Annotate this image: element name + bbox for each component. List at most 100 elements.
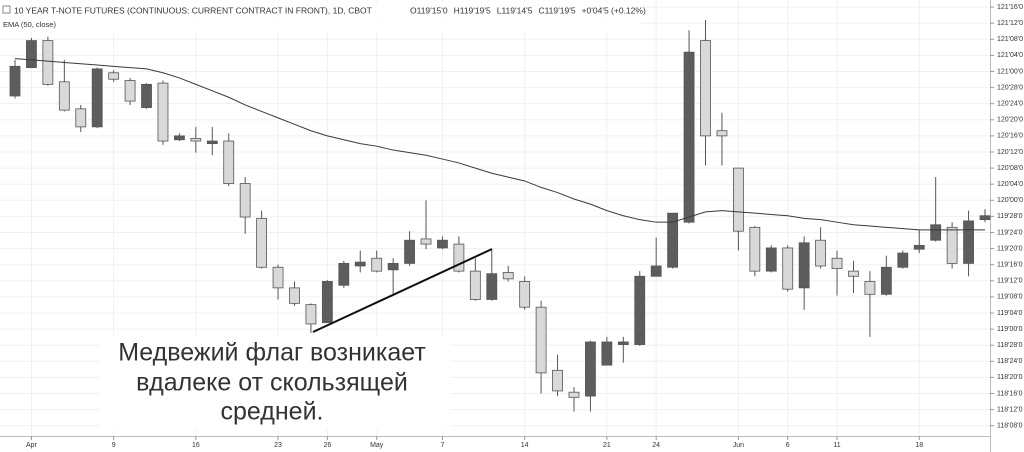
annotation: вдалеке от скользящей — [136, 369, 408, 397]
candle-body — [486, 273, 498, 300]
readout: O119'15'0 H119'19'5 L119'14'5 C119'19'5 +0'0… — [410, 5, 646, 15]
readout-value: L119'14'5 — [497, 5, 533, 15]
candle-body — [58, 81, 70, 111]
y-tick-label: 118'12'0 — [997, 406, 1023, 413]
candle-body — [272, 266, 284, 289]
readout-value: H119'19'5 — [454, 5, 491, 15]
candle-body — [321, 281, 333, 324]
candle-body — [848, 270, 859, 277]
candle-body — [174, 135, 185, 141]
candle-body — [930, 224, 942, 241]
x-tick-label: 9 — [112, 442, 116, 449]
y-tick-label: 120'16'0 — [997, 133, 1023, 140]
y-tick-label: 118'24'0 — [997, 358, 1023, 365]
x-tick-label: 26 — [323, 442, 331, 449]
y-tick-label: 119'08'0 — [997, 294, 1023, 301]
candle-body — [732, 167, 744, 232]
candle-body — [913, 244, 925, 250]
annotation: Медвежий флаг возникает — [118, 339, 426, 367]
candle-body — [223, 140, 235, 184]
candle-body — [963, 220, 974, 264]
candle-body — [26, 40, 37, 69]
x-tick-label: 7 — [441, 442, 445, 449]
x-tick-label: May — [370, 442, 384, 449]
candle-body — [946, 226, 958, 264]
indicator-label: EMA (50, close) — [3, 20, 56, 29]
ema-line — [14, 58, 985, 231]
candle-body — [42, 40, 54, 85]
y-tick-label: 120'24'0 — [997, 101, 1023, 108]
candle-body — [305, 304, 317, 325]
y-tick-label: 119'16'0 — [997, 262, 1023, 269]
y-tick-label: 121'04'0 — [997, 52, 1023, 59]
candle-body — [338, 263, 350, 286]
candle-body — [519, 281, 531, 308]
collapse-icon[interactable] — [2, 5, 11, 14]
y-tick-label: 120'12'0 — [997, 149, 1023, 156]
candle-body — [568, 391, 580, 398]
candle-body — [650, 265, 662, 277]
y-tick-label: 120'20'0 — [997, 117, 1023, 124]
candle-body — [585, 341, 596, 397]
x-tick-label: 11 — [833, 442, 840, 449]
y-tick-label: 121'08'0 — [997, 36, 1023, 43]
candle-body — [831, 257, 843, 269]
candle-body — [700, 40, 711, 137]
candle-body — [9, 65, 21, 97]
candle-body — [404, 239, 415, 264]
y-tick-label: 118'08'0 — [997, 423, 1023, 430]
candle-body — [190, 138, 202, 142]
candle-body — [91, 68, 103, 128]
chart-title: 10 YEAR T-NOTE FUTURES (CONTINUOUS: CURR… — [14, 5, 372, 15]
candle-body — [141, 83, 152, 108]
x-tick-label: 18 — [915, 442, 923, 449]
x-tick-label: Jun — [733, 442, 744, 449]
candle-body — [387, 263, 399, 271]
candle-body — [979, 215, 991, 221]
y-tick-label: 118'20'0 — [997, 374, 1023, 381]
y-tick-label: 120'08'0 — [997, 165, 1023, 172]
candle-body — [108, 72, 120, 80]
candle-body — [371, 257, 383, 272]
readout-value: +0'04'5 (+0.12%) — [582, 5, 646, 15]
x-tick-label: 16 — [192, 442, 200, 449]
y-tick-label: 119'12'0 — [997, 278, 1023, 285]
candle-body — [469, 270, 481, 300]
y-tick-label: 119'00'0 — [997, 326, 1023, 333]
y-tick-label: 121'12'0 — [997, 20, 1023, 27]
y-tick-label: 119'04'0 — [997, 310, 1023, 317]
candle-body — [667, 212, 679, 268]
candle-body — [289, 287, 300, 304]
candle-body — [601, 341, 613, 366]
readout-value: C119'19'5 — [538, 5, 575, 15]
y-tick-label: 119'28'0 — [997, 213, 1023, 220]
x-tick-label: 6 — [786, 442, 790, 449]
candle-body — [256, 217, 268, 268]
candle-body — [239, 183, 251, 218]
candle-body — [420, 238, 432, 245]
readout-value: O119'15'0 — [410, 5, 448, 15]
y-tick-label: 119'20'0 — [997, 245, 1023, 252]
candle-body — [880, 266, 892, 295]
y-tick-label: 121'16'0 — [997, 4, 1023, 11]
candle-body — [206, 140, 218, 145]
y-tick-label: 121'00'0 — [997, 68, 1023, 75]
y-tick-label: 119'24'0 — [997, 229, 1023, 236]
legend-box — [0, 2, 640, 32]
y-tick-label: 120'28'0 — [997, 84, 1023, 91]
candle-body — [124, 80, 136, 102]
x-tick-label: Apr — [26, 442, 38, 449]
candle-body — [502, 272, 514, 280]
candle-body — [437, 239, 448, 249]
x-tick-label: 14 — [521, 442, 529, 449]
y-tick-label: 120'00'0 — [997, 197, 1023, 204]
candle-body — [634, 275, 646, 345]
candle-body — [617, 341, 629, 345]
candle-body — [765, 247, 777, 272]
candle-body — [749, 226, 761, 272]
candle-body — [75, 108, 87, 128]
candle-body — [552, 369, 563, 392]
annotation-box — [100, 336, 450, 430]
candle-body — [157, 82, 169, 142]
